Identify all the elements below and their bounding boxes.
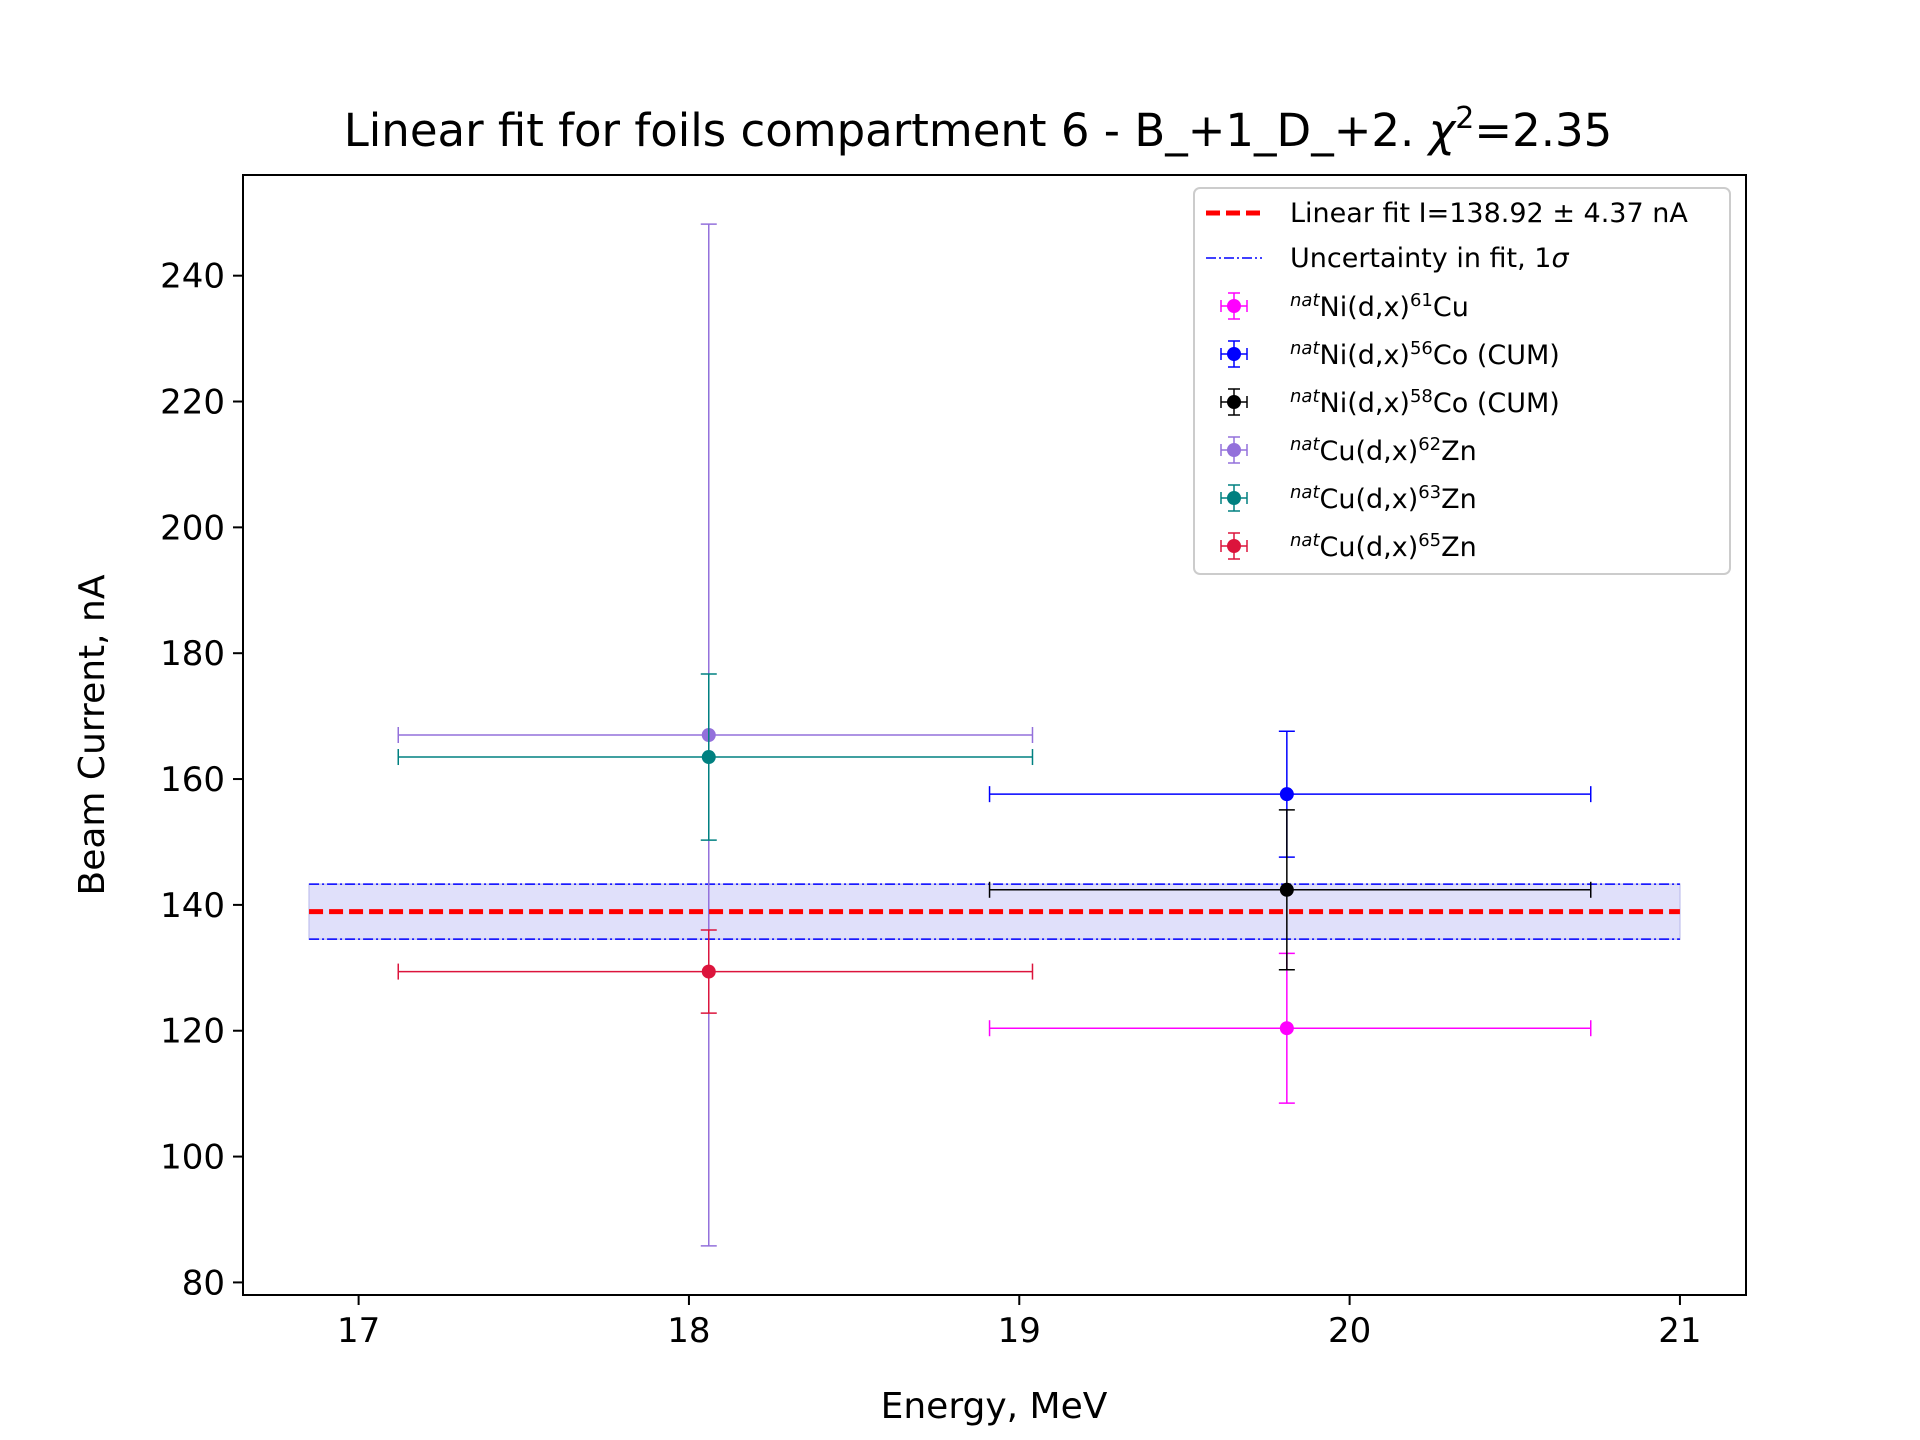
legend-superscript: 58 [1410,386,1433,407]
legend-superscript: 65 [1418,530,1441,551]
legend-name-end: Zn [1441,436,1477,467]
legend-superscript: 62 [1418,434,1441,455]
legend-series-label: natCu(d,x)62Zn [1290,434,1477,467]
y-tick-label: 180 [160,634,225,674]
legend-superscript: nat [1290,530,1320,551]
y-tick-label: 240 [160,257,225,297]
legend-marker [1227,299,1241,313]
legend-superscript: nat [1290,482,1320,503]
x-tick-label: 20 [1328,1311,1371,1351]
legend-name-end: Co (CUM) [1433,388,1560,419]
legend-band-label-text: Uncertainty in fit, 1 [1290,243,1551,274]
legend-name-main: Cu(d,x) [1320,532,1419,563]
legend-superscript: nat [1290,386,1320,407]
legend-series-label: natNi(d,x)56Co (CUM) [1290,338,1560,371]
legend-entry-4: natCu(d,x)62Zn [1220,434,1477,467]
legend-band-label: Uncertainty in fit, 1σ [1290,243,1569,274]
y-tick-label: 220 [160,383,225,423]
series-6-marker-group [397,929,1034,1014]
legend-entry-3: natNi(d,x)58Co (CUM) [1220,386,1560,419]
legend-name-main: Ni(d,x) [1320,340,1410,371]
legend-name-end: Co (CUM) [1433,340,1560,371]
legend-name-main: Ni(d,x) [1320,388,1410,419]
legend-superscript: nat [1290,290,1320,311]
legend-marker [1227,443,1241,457]
legend-fit-label: Linear fit I=138.92 ± 4.37 nA [1290,198,1688,229]
data-point [1279,882,1294,897]
legend-series-label: natCu(d,x)65Zn [1290,530,1477,563]
series-5-marker-group [397,673,1034,841]
legend-series-label: natNi(d,x)61Cu [1290,290,1469,323]
chart-title-chi-exponent: 2 [1455,101,1474,136]
legend-superscript: 61 [1410,290,1433,311]
plot-area-frame [242,174,1747,1296]
legend-name-end: Zn [1441,532,1477,563]
legend-marker [1227,347,1241,361]
legend-series-label: natCu(d,x)63Zn [1290,482,1477,515]
data-point [1279,787,1294,802]
y-tick-label: 80 [182,1263,225,1303]
legend-entry-2: natNi(d,x)56Co (CUM) [1220,338,1560,371]
legend-entry-6: natCu(d,x)65Zn [1220,530,1477,563]
x-tick-label: 21 [1658,1311,1701,1351]
legend-name-end: Zn [1441,484,1477,515]
legend: Linear fit I=138.92 ± 4.37 nA Uncertaint… [1193,187,1731,575]
y-axis-label: Beam Current, nA [72,574,113,895]
chart-title: Linear fit for foils compartment 6 - B_+… [344,101,1613,157]
x-axis-label: Energy, MeV [881,1386,1108,1427]
legend-superscript: nat [1290,434,1320,455]
chart-title-chi: χ [1427,104,1457,157]
x-tick-label: 18 [667,1311,710,1351]
y-tick-label: 160 [160,760,225,800]
chart-title-prefix: Linear fit for foils compartment 6 - B_+… [344,104,1429,157]
y-tick-label: 200 [160,508,225,548]
data-point [1279,1021,1294,1036]
legend-superscript: 56 [1410,338,1433,359]
legend-name-main: Ni(d,x) [1320,292,1410,323]
x-tick-label: 19 [998,1311,1041,1351]
legend-marker [1227,539,1241,553]
legend-marker [1227,491,1241,505]
y-tick-label: 140 [160,886,225,926]
y-tick-label: 100 [160,1138,225,1178]
data-point [701,750,716,765]
data-point [701,964,716,979]
legend-box [1193,187,1731,575]
legend-entry-5: natCu(d,x)63Zn [1220,482,1477,515]
legend-superscript: 63 [1418,482,1441,503]
chart-title-suffix: =2.35 [1474,104,1612,157]
x-tick-label: 17 [337,1311,380,1351]
legend-superscript: nat [1290,338,1320,359]
legend-entry-1: natNi(d,x)61Cu [1220,290,1469,323]
series-1-marker-group [988,952,1592,1104]
legend-name-main: Cu(d,x) [1320,436,1419,467]
series-3-marker-group [988,809,1592,971]
legend-marker [1227,395,1241,409]
legend-band-label-sigma: σ [1551,243,1569,274]
legend-name-end: Cu [1433,292,1469,323]
y-tick-label: 120 [160,1012,225,1052]
legend-series-label: natNi(d,x)58Co (CUM) [1290,386,1560,419]
legend-name-main: Cu(d,x) [1320,484,1419,515]
